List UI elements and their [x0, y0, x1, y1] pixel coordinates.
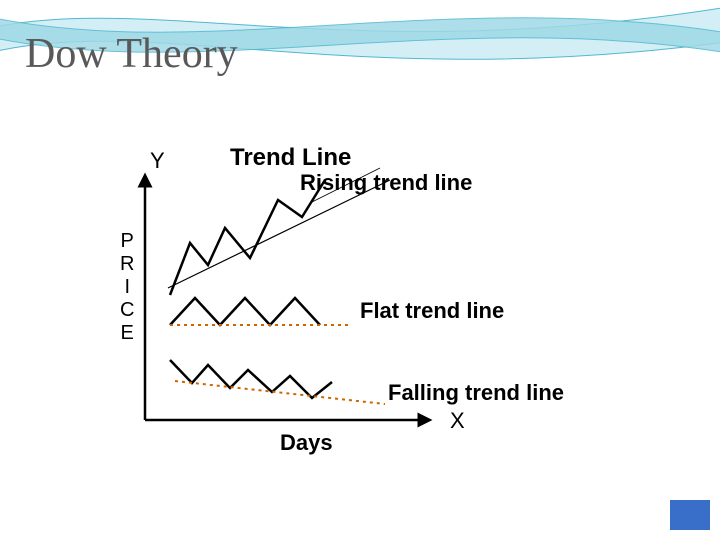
- chart-svg: [80, 130, 640, 460]
- rising-trendline: [168, 180, 390, 288]
- rising-series: [170, 180, 325, 295]
- trend-chart: Y P R I C E Trend Line Rising trend line…: [80, 130, 640, 460]
- corner-accent-box: [670, 500, 710, 530]
- falling-series: [170, 360, 332, 398]
- flat-series: [170, 298, 320, 325]
- slide-title: Dow Theory: [25, 30, 238, 78]
